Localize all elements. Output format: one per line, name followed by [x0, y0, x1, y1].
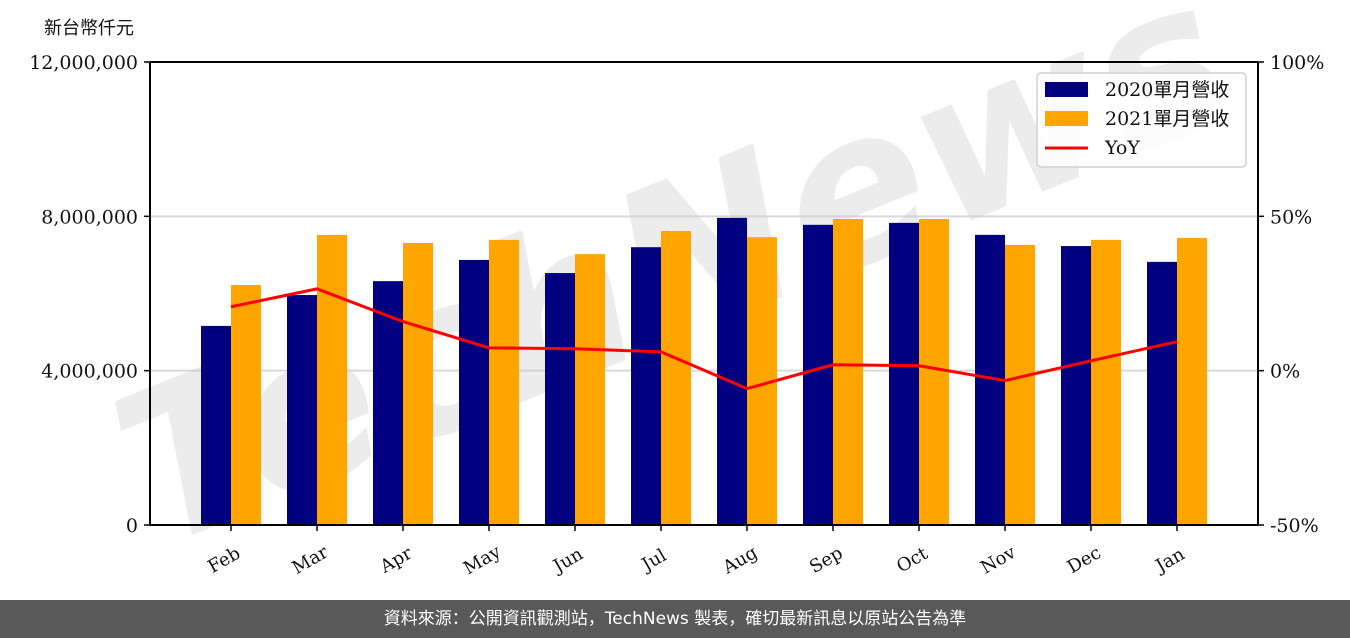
- x-tick-label: Aug: [718, 542, 761, 579]
- bar-2021: [575, 254, 605, 525]
- x-tick-label: Oct: [893, 543, 932, 578]
- bar-2020: [459, 259, 489, 525]
- legend-swatch-0: [1045, 82, 1088, 97]
- x-tick-label: Dec: [1064, 542, 1105, 578]
- bar-group-apr: Apr: [373, 242, 433, 578]
- y-tick-label: 8,000,000: [41, 206, 138, 228]
- bar-2021: [1177, 237, 1207, 525]
- bar-group-oct: Oct: [889, 219, 949, 577]
- bar-group-sep: Sep: [803, 219, 863, 578]
- x-tick-label: May: [460, 541, 505, 579]
- bar-2020: [631, 247, 661, 525]
- bar-2020: [803, 224, 833, 526]
- bar-group-may: May: [459, 239, 519, 579]
- bar-group-jun: Jun: [545, 254, 605, 578]
- y-tick-label: 0: [126, 515, 138, 537]
- bar-2021: [1005, 244, 1035, 525]
- x-tick-label: Sep: [806, 543, 846, 578]
- y2-tick-label: -50%: [1270, 515, 1319, 537]
- y2-tick-label: 100%: [1270, 52, 1324, 74]
- y2-tick-label: 50%: [1270, 206, 1312, 228]
- bar-2021: [661, 230, 691, 525]
- x-tick-label: Jan: [1150, 544, 1188, 578]
- y-tick-label: 4,000,000: [41, 361, 138, 383]
- bar-2020: [1147, 261, 1177, 525]
- legend-label: 2020單月營收: [1105, 79, 1229, 101]
- bar-2020: [717, 217, 747, 526]
- y2-tick-label: 0%: [1270, 361, 1300, 383]
- legend-swatch-1: [1045, 111, 1088, 126]
- bar-group-nov: Nov: [975, 234, 1035, 579]
- source-footer: 資料來源：公開資訊觀測站，TechNews 製表，確切最新訊息以原站公告為準: [0, 600, 1350, 638]
- y-tick-label: 12,000,000: [29, 52, 138, 74]
- x-tick-label: Jun: [548, 543, 587, 578]
- bar-2021: [231, 285, 261, 525]
- bar-2020: [889, 222, 919, 525]
- y-axis-unit-label: 新台幣仟元: [44, 18, 134, 39]
- bar-2020: [201, 325, 231, 525]
- bar-2020: [287, 295, 317, 525]
- bar-group-jan: Jan: [1147, 237, 1207, 578]
- x-tick-label: Apr: [376, 543, 416, 578]
- bar-2020: [1061, 246, 1091, 526]
- yoy-line: [230, 287, 1178, 391]
- legend: 2020單月營收 2021單月營收 YoY: [1036, 72, 1247, 168]
- bar-group-dec: Dec: [1061, 239, 1121, 578]
- bar-2021: [317, 234, 347, 525]
- bar-2021: [833, 219, 863, 525]
- x-tick-label: Nov: [977, 542, 1020, 579]
- bar-2021: [403, 242, 433, 526]
- legend-label: 2021單月營收: [1105, 108, 1229, 130]
- bar-2021: [919, 219, 949, 525]
- bar-2020: [373, 281, 403, 525]
- bar-2020: [545, 273, 575, 525]
- bar-2021: [489, 239, 519, 525]
- x-tick-label: Jul: [637, 545, 671, 577]
- revenue-chart: TechNewsFebMarAprMayJunJulAugSepOctNovDe…: [29, 0, 1324, 595]
- bar-2021: [1091, 239, 1121, 525]
- legend-label: YoY: [1104, 137, 1140, 159]
